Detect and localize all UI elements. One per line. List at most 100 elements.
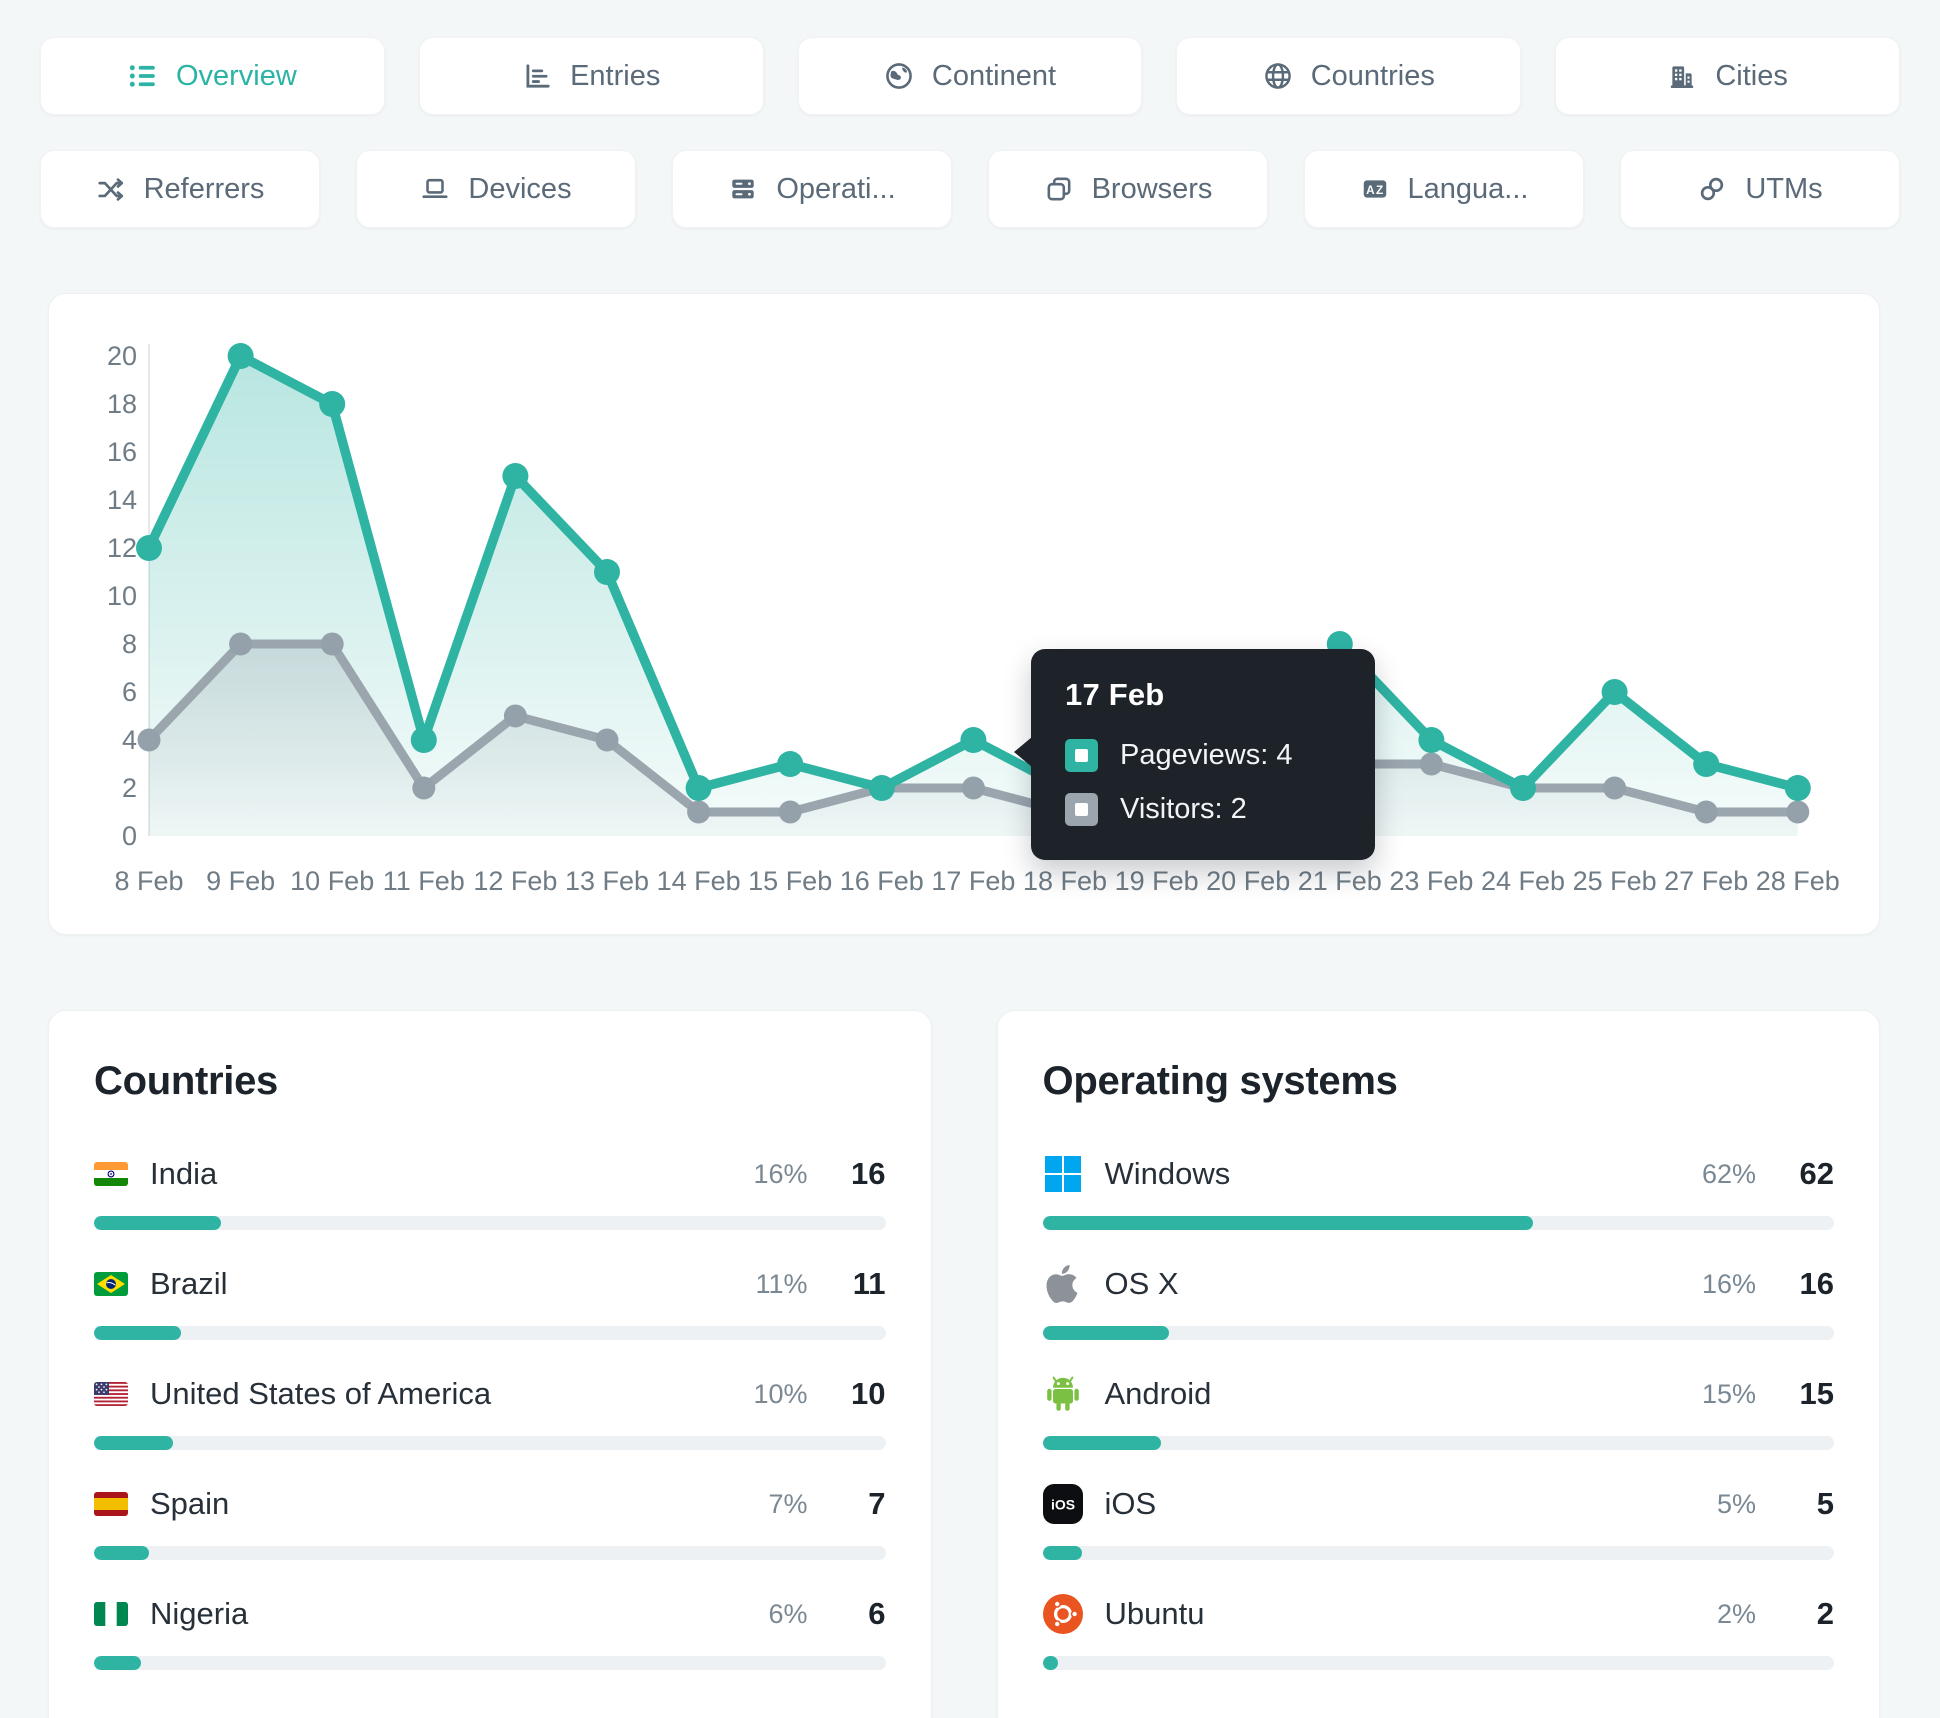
shuffle-icon [96, 174, 126, 204]
tab-overview[interactable]: Overview [40, 37, 385, 115]
pageviews-point[interactable] [594, 559, 620, 585]
svg-text:23 Feb: 23 Feb [1389, 866, 1473, 896]
stat-row-spain: Spain 7% 7 [94, 1484, 886, 1560]
tab-label: Referrers [143, 172, 265, 205]
stat-value: 6 [868, 1596, 886, 1631]
tab-langua[interactable]: A Z Langua... [1304, 150, 1584, 228]
visitors-point[interactable] [1419, 752, 1443, 776]
stat-head: Ubuntu 2% 2 [1042, 1594, 1834, 1634]
visitors-point[interactable] [503, 704, 527, 728]
tab-label: UTMs [1745, 172, 1823, 205]
pageviews-point[interactable] [136, 535, 162, 561]
visitors-point[interactable] [412, 776, 436, 800]
stat-row-ios: iOS iOS 5% 5 [1042, 1484, 1834, 1560]
tab-label: Entries [570, 59, 661, 92]
tab-referrers[interactable]: Referrers [40, 150, 320, 228]
pageviews-point[interactable] [1418, 727, 1445, 753]
tab-label: Overview [175, 59, 297, 92]
secondary-tab-bar: Referrers Devices Operati... Browsers A Z Lang… [40, 150, 1900, 228]
stat-row-android: Android 15% 15 [1042, 1374, 1834, 1450]
stat-percent: 7% [768, 1488, 808, 1519]
pageviews-point[interactable] [1510, 775, 1536, 801]
stat-row-os-x: OS X 16% 16 [1042, 1264, 1834, 1340]
stat-row-nigeria: Nigeria 6% 6 [94, 1594, 886, 1670]
visitors-point[interactable] [778, 800, 802, 824]
android-logo-icon [1043, 1374, 1083, 1414]
tooltip-date: 17 Feb [1065, 677, 1165, 712]
svg-text:8 Feb: 8 Feb [114, 866, 183, 896]
progress-fill [94, 1656, 142, 1670]
stat-row-united-states-of-america: United States of America 10% 10 [94, 1374, 886, 1450]
pageviews-point[interactable] [1784, 775, 1811, 801]
os-panel: Operating systems Windows 62% 62 OS X 16% 16 A… [996, 1010, 1880, 1718]
tab-operati[interactable]: Operati... [672, 150, 952, 228]
svg-text:12: 12 [107, 533, 137, 563]
pageviews-point[interactable] [502, 463, 529, 489]
pageviews-point[interactable] [960, 727, 987, 753]
svg-text:8: 8 [122, 629, 137, 659]
progress-fill [94, 1326, 182, 1340]
stat-name: Android [1104, 1376, 1212, 1411]
ubuntu-logo-icon [1042, 1594, 1083, 1634]
pageviews-point[interactable] [227, 343, 254, 369]
y-axis: 0 2 4 6 8 10 12 14 16 18 20 [107, 341, 150, 851]
svg-text:12 Feb: 12 Feb [473, 866, 557, 896]
ios-logo-icon: iOS [1042, 1484, 1083, 1524]
legend-swatch-icon [1065, 739, 1098, 772]
pageviews-point[interactable] [319, 391, 346, 417]
visitors-area [149, 644, 1798, 836]
visitors-point[interactable] [320, 632, 344, 656]
laptop-icon [420, 174, 450, 204]
visitors-point[interactable] [1603, 776, 1627, 800]
traffic-chart: 0 2 4 6 8 10 12 14 16 18 20 8 Feb 9 Feb 10 Feb 11 Feb 1… [79, 334, 1849, 942]
apple-logo-icon [1043, 1265, 1083, 1303]
pageviews-point[interactable] [1601, 679, 1628, 705]
pageviews-point[interactable] [410, 727, 437, 753]
traffic-chart-card: 0 2 4 6 8 10 12 14 16 18 20 8 Feb 9 Feb 10 Feb 11 Feb 1… [48, 293, 1880, 935]
tab-continent[interactable]: Continent [797, 37, 1143, 115]
svg-text:16: 16 [107, 437, 137, 467]
visitors-point[interactable] [1694, 800, 1718, 824]
stat-value: 16 [851, 1156, 886, 1191]
tab-entries[interactable]: Entries [418, 37, 764, 115]
visitors-point[interactable] [137, 728, 161, 752]
list-icon [128, 61, 158, 91]
tab-utms[interactable]: UTMs [1620, 150, 1900, 228]
stat-value: 10 [851, 1376, 886, 1411]
visitors-point[interactable] [595, 728, 619, 752]
pageviews-area [149, 356, 1798, 836]
tab-devices[interactable]: Devices [356, 150, 636, 228]
pageviews-point[interactable] [685, 775, 712, 801]
svg-text:10: 10 [107, 581, 137, 611]
tooltip-rows: Pageviews: 4 Visitors: 2 [1065, 739, 1349, 826]
tooltip-metric: Visitors: 2 [1120, 793, 1247, 825]
visitors-point[interactable] [961, 776, 985, 800]
progress-track [1042, 1216, 1834, 1230]
tab-countries[interactable]: Countries [1176, 37, 1522, 115]
tab-browsers[interactable]: Browsers [988, 150, 1268, 228]
stat-row-brazil: Brazil 11% 11 [94, 1264, 886, 1340]
stat-head: United States of America 10% 10 [94, 1374, 886, 1414]
svg-text:18 Feb: 18 Feb [1023, 866, 1107, 896]
pageviews-point[interactable] [1693, 751, 1720, 777]
visitors-point[interactable] [1786, 800, 1810, 824]
stat-name: Spain [150, 1486, 230, 1521]
stat-percent: 62% [1701, 1158, 1756, 1189]
pageviews-point[interactable] [777, 751, 804, 777]
svg-text:4: 4 [122, 725, 137, 755]
chart-tooltip: 17 Feb Pageviews: 4 Visitors: 2 [1014, 649, 1375, 860]
progress-track [94, 1326, 886, 1340]
progress-track [94, 1656, 886, 1670]
stat-head: Nigeria 6% 6 [94, 1594, 886, 1634]
visitors-point[interactable] [687, 800, 711, 824]
flag-spain [94, 1492, 128, 1516]
tab-cities[interactable]: Cities [1555, 37, 1900, 115]
visitors-point[interactable] [229, 632, 253, 656]
tooltip-arrow-icon [1014, 737, 1032, 767]
pageviews-point[interactable] [868, 775, 895, 801]
tab-label: Operati... [776, 172, 896, 205]
line-chart-svg: 0 2 4 6 8 10 12 14 16 18 20 8 Feb 9 Feb 10 Feb 11 Feb 1… [107, 341, 1840, 896]
stat-name: OS X [1104, 1266, 1179, 1301]
progress-track [1042, 1546, 1834, 1560]
